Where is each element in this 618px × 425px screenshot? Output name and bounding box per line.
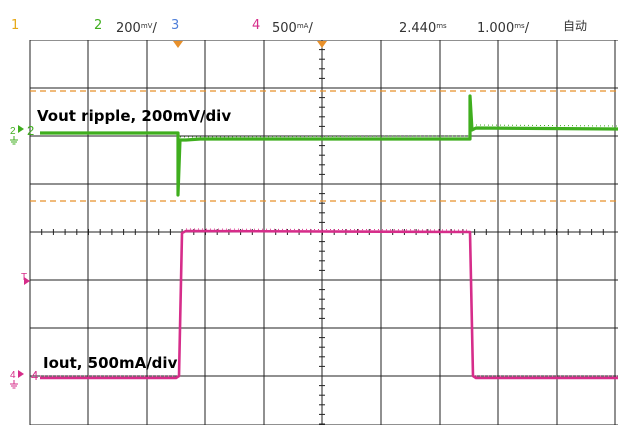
ch2-scale-suffix: / (152, 21, 157, 36)
scope-display[interactable]: 2 2 T 4 4 (0, 40, 618, 425)
triangle-down-icon[interactable] (173, 41, 183, 48)
ch4-waveform-noise (40, 228, 618, 377)
vout-annotation: Vout ripple, 200mV/div (37, 107, 232, 125)
ch1-indicator[interactable]: 1 (11, 18, 20, 33)
ch4-marker[interactable]: 4 4 (10, 368, 38, 389)
ch2-arrow-right-icon (18, 125, 24, 133)
iout-annotation: Iout, 500mA/div (43, 354, 178, 372)
ch4-scale-value: 500 (272, 21, 297, 36)
ch4-indicator[interactable]: 4 (252, 18, 261, 33)
ch2-marker[interactable]: 2 2 (10, 123, 34, 145)
ch2-ground-icon (10, 136, 18, 145)
arrow-right-icon (24, 277, 30, 285)
ch4-scale-unit: mA (296, 22, 309, 30)
ch4-waveform (40, 229, 618, 380)
trigger-level-marker[interactable]: T (21, 272, 30, 285)
ch2-waveform (40, 94, 618, 197)
ch4-marker-label: 4 (31, 368, 38, 383)
ch4-arrow-right-icon (18, 370, 24, 378)
acquire-mode[interactable]: 自动 (563, 19, 588, 33)
ch3-indicator[interactable]: 3 (171, 18, 180, 33)
trigger-position-unit: ms (436, 22, 447, 30)
timebase-suffix: / (524, 21, 530, 36)
trigger-position-value: 2.440 (399, 21, 437, 36)
ch4-marker-label-small: 4 (10, 370, 16, 381)
ch2-scale-unit: mV (140, 22, 153, 30)
ch2-marker-label: 2 (27, 123, 34, 138)
ch2-scale[interactable]: 200mV/ (116, 18, 157, 37)
ch4-ground-icon (10, 380, 18, 389)
ch2-waveform-noise (179, 124, 618, 138)
timebase-value: 1.000 (477, 21, 515, 36)
time-center-triangle-down-icon[interactable] (317, 41, 327, 48)
ch4-scale-suffix: / (308, 21, 313, 36)
timebase-unit: ms (514, 22, 525, 30)
ch2-indicator[interactable]: 2 (94, 18, 103, 33)
ch4-scale[interactable]: 500mA/ (272, 18, 313, 37)
scope-status-bar: 1 2 200mV/ 3 4 500mA/ 2.440ms 1.000ms/ 自… (0, 0, 618, 40)
trigger-position[interactable]: 2.440ms (399, 18, 447, 37)
ch2-marker-label-small: 2 (10, 126, 16, 137)
timebase[interactable]: 1.000ms/ (477, 18, 529, 37)
ch2-scale-value: 200 (116, 21, 141, 36)
